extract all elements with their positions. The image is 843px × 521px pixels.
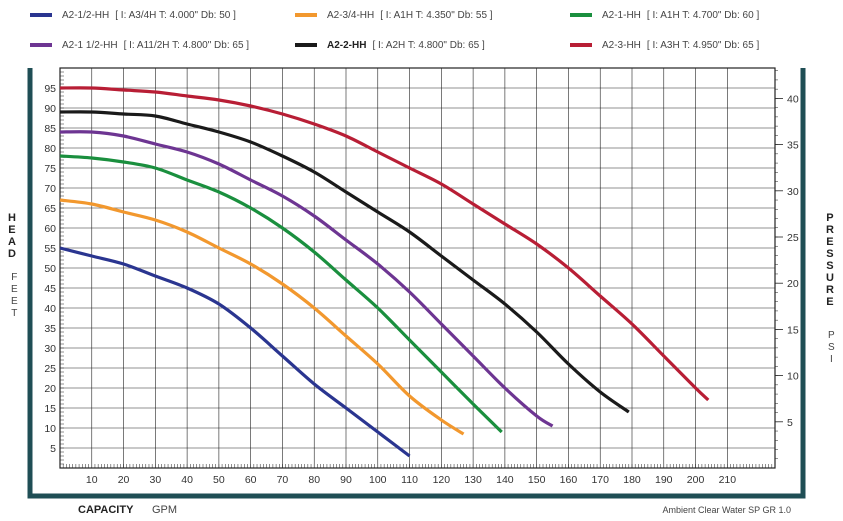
x-tick-label: 40 — [181, 474, 193, 486]
legend-swatch — [295, 43, 317, 47]
y-tick-label: 35 — [44, 323, 56, 335]
x-tick-label: 120 — [433, 474, 451, 486]
y-right-tick-label: 10 — [787, 371, 799, 383]
x-tick-label: 190 — [655, 474, 673, 486]
x-tick-label: 150 — [528, 474, 546, 486]
legend-item-5: A2-3-HH [ I: A3H T: 4.950" Db: 65 ] — [570, 37, 759, 53]
y-tick-label: 20 — [44, 383, 56, 395]
y-tick-label: 90 — [44, 103, 56, 115]
x-tick-label: 30 — [149, 474, 161, 486]
series-line-4 — [59, 110, 630, 414]
legend-name: A2-3/4-HH — [327, 9, 375, 21]
series-line-0 — [59, 246, 411, 458]
y-tick-label: 40 — [44, 303, 56, 315]
y-tick-label: 5 — [50, 443, 56, 455]
y-tick-label: 30 — [44, 343, 56, 355]
y-tick-label: 55 — [44, 243, 56, 255]
legend-swatch — [570, 13, 592, 17]
series-line-3 — [59, 130, 554, 428]
x-tick-label: 100 — [369, 474, 387, 486]
x-tick-label: 80 — [308, 474, 320, 486]
legend-detail: [ I: A11/2H T: 4.800" Db: 65 ] — [123, 39, 250, 51]
legend-detail: [ I: A3/4H T: 4.000" Db: 50 ] — [115, 9, 236, 21]
x-tick-label: 140 — [496, 474, 514, 486]
legend-detail: [ I: A1H T: 4.350" Db: 55 ] — [380, 9, 493, 21]
x-tick-label: 110 — [401, 474, 418, 486]
legend-name: A2-1-HH — [602, 9, 641, 21]
x-tick-label: 170 — [591, 474, 609, 486]
x-tick-label: 50 — [213, 474, 225, 486]
x-tick-label: 90 — [340, 474, 352, 486]
x-tick-label: 210 — [719, 474, 737, 486]
legend-detail: [ I: A3H T: 4.950" Db: 65 ] — [646, 39, 760, 51]
chart-legend: A2-1/2-HH[ I: A3/4H T: 4.000" Db: 50 ] A2… — [0, 0, 843, 62]
y-tick-label: 25 — [44, 363, 56, 375]
y-tick-label: 80 — [44, 143, 56, 155]
x-tick-label: 130 — [464, 474, 482, 486]
y-tick-label: 15 — [44, 403, 56, 415]
x-tick-label: 10 — [86, 474, 98, 486]
legend-detail: [ I: A2H T: 4.800" Db: 65 ] — [372, 39, 485, 51]
legend-item-4: A2-2-HH [ I: A2H T: 4.800" Db: 65 ] — [295, 37, 485, 53]
legend-detail: [ I: A1H T: 4.700" Db: 60 ] — [646, 9, 760, 21]
legend-name: A2-3-HH — [602, 39, 641, 51]
x-axis-unit: GPM — [152, 504, 178, 516]
x-tick-label: 180 — [623, 474, 641, 486]
series-line-5 — [59, 86, 710, 402]
x-axis-title: CAPACITY — [78, 504, 134, 516]
legend-name: A2-1 1/2-HH — [62, 39, 118, 51]
legend-swatch — [570, 43, 592, 47]
y-right-tick-label: 5 — [787, 417, 793, 429]
y-right-tick-label: 40 — [787, 93, 799, 105]
y-tick-label: 60 — [44, 223, 56, 235]
x-tick-label: 20 — [118, 474, 130, 486]
y-tick-label: 70 — [44, 183, 56, 195]
y-tick-label: 10 — [44, 423, 56, 435]
chart-footnote: Ambient Clear Water SP GR 1.0 — [662, 505, 791, 515]
y-right-tick-label: 35 — [787, 140, 799, 152]
legend-swatch — [30, 13, 52, 17]
legend-item-1: A2-3/4-HH [ I: A1H T: 4.350" Db: 55 ] — [295, 7, 493, 23]
y-tick-label: 50 — [44, 263, 56, 275]
y-tick-label: 45 — [44, 283, 56, 295]
y-tick-label: 85 — [44, 123, 56, 135]
legend-item-3: A2-1 1/2-HH [ I: A11/2H T: 4.800" Db: 65 … — [30, 37, 249, 53]
y-tick-label: 65 — [44, 203, 56, 215]
series-line-2 — [59, 154, 503, 434]
y-right-tick-label: 15 — [787, 324, 799, 336]
x-tick-label: 60 — [245, 474, 257, 486]
plot-border — [59, 67, 776, 469]
x-tick-label: 70 — [277, 474, 289, 486]
y-right-tick-label: 25 — [787, 232, 799, 244]
y-tick-label: 95 — [44, 83, 56, 95]
y-right-tick-label: 30 — [787, 186, 799, 198]
y-tick-label: 75 — [44, 163, 56, 175]
legend-swatch — [295, 13, 317, 17]
series-line-1 — [59, 198, 465, 436]
y-right-tick-label: 20 — [787, 278, 799, 290]
legend-name: A2-2-HH — [327, 39, 367, 51]
chart-frame — [27, 68, 806, 499]
legend-item-2: A2-1-HH [ I: A1H T: 4.700" Db: 60 ] — [570, 7, 759, 23]
legend-swatch — [30, 43, 52, 47]
legend-name: A2-1/2-HH — [62, 9, 110, 21]
legend-item-0: A2-1/2-HH [ I: A3/4H T: 4.000" Db: 50 ] — [30, 7, 236, 23]
x-tick-label: 160 — [560, 474, 578, 486]
x-tick-label: 200 — [687, 474, 705, 486]
